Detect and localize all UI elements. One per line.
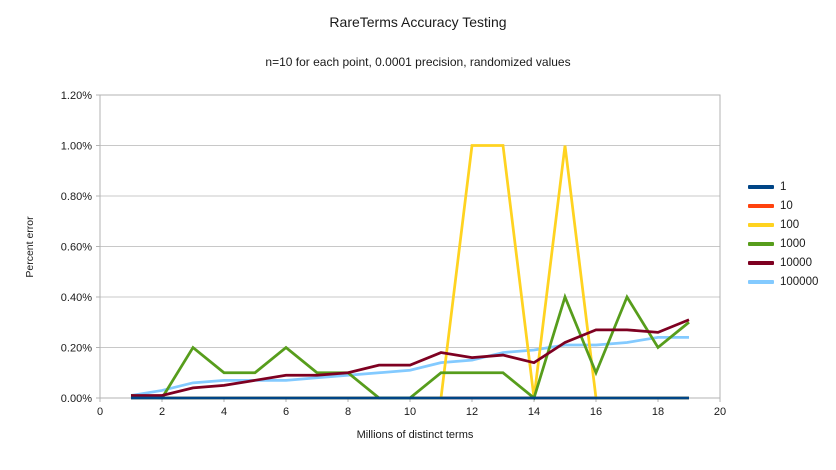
series-line-100000 bbox=[130, 336, 689, 397]
legend-label: 1000 bbox=[780, 238, 806, 250]
legend-swatch-10000 bbox=[748, 261, 774, 265]
x-axis-title: Millions of distinct terms bbox=[356, 429, 474, 441]
x-tick-label: 2 bbox=[159, 406, 165, 418]
legend-swatch-1000 bbox=[748, 242, 774, 246]
y-tick-label: 0.20% bbox=[61, 343, 92, 355]
y-tick-label: 1.20% bbox=[61, 90, 92, 102]
chart-title: RareTerms Accuracy Testing bbox=[329, 14, 507, 30]
x-tick-label: 16 bbox=[590, 406, 602, 418]
legend: 1 10 100 1000 10000 100000 bbox=[748, 181, 818, 288]
legend-swatch-1 bbox=[748, 185, 774, 189]
legend-label: 10000 bbox=[780, 257, 812, 269]
legend-item-100: 100 bbox=[748, 219, 818, 231]
x-tick-label: 6 bbox=[283, 406, 289, 418]
x-tick-label: 12 bbox=[466, 406, 478, 418]
series-line-10000 bbox=[131, 318, 690, 397]
x-tick-label: 4 bbox=[221, 406, 227, 418]
legend-item-10: 10 bbox=[748, 200, 818, 212]
legend-item-1000: 1000 bbox=[748, 238, 818, 250]
y-tick-label: 0.00% bbox=[61, 393, 92, 405]
x-tick-label: 14 bbox=[528, 406, 540, 418]
legend-item-1: 1 bbox=[748, 181, 818, 193]
x-tick-label: 18 bbox=[652, 406, 664, 418]
y-tick-label: 0.60% bbox=[61, 242, 92, 254]
legend-swatch-10 bbox=[748, 204, 774, 208]
legend-label: 10 bbox=[780, 200, 793, 212]
series-line-100 bbox=[131, 144, 689, 400]
legend-item-100000: 100000 bbox=[748, 276, 818, 288]
legend-label: 100000 bbox=[780, 276, 819, 288]
x-tick-label: 20 bbox=[714, 406, 726, 418]
y-tick-label: 1.00% bbox=[61, 141, 92, 153]
legend-swatch-100000 bbox=[748, 280, 774, 284]
y-tick-label: 0.80% bbox=[61, 191, 92, 203]
legend-item-10000: 10000 bbox=[748, 257, 818, 269]
x-tick-label: 10 bbox=[404, 406, 416, 418]
x-tick-label: 8 bbox=[345, 406, 351, 418]
y-tick-label: 0.40% bbox=[61, 292, 92, 304]
chart-subtitle: n=10 for each point, 0.0001 precision, r… bbox=[265, 55, 571, 69]
legend-swatch-100 bbox=[748, 223, 774, 227]
x-tick-label: 0 bbox=[97, 406, 103, 418]
legend-label: 1 bbox=[780, 181, 787, 193]
legend-label: 100 bbox=[780, 219, 800, 231]
